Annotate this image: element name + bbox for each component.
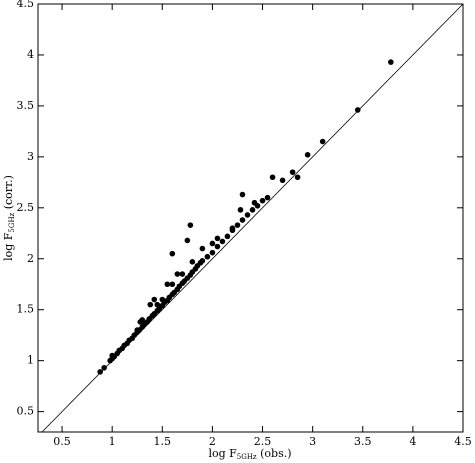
y-tick-label: 1.5	[17, 303, 35, 316]
point	[239, 191, 246, 198]
point	[249, 207, 256, 213]
x-tick-label: 1	[109, 435, 116, 448]
point	[164, 281, 171, 288]
point	[289, 169, 296, 175]
x-label-suffix: (obs.)	[257, 447, 292, 460]
point	[169, 250, 176, 257]
y-tick-label: 3.5	[17, 99, 35, 112]
point	[179, 271, 186, 277]
x-label-main: log F	[208, 447, 237, 460]
point	[319, 138, 326, 145]
x-tick-label: 0.5	[53, 435, 71, 448]
x-tick-label: 4	[409, 435, 416, 448]
point	[97, 369, 103, 375]
point	[174, 271, 181, 277]
point	[187, 222, 194, 228]
y-tick-label: 2.5	[17, 201, 35, 214]
point	[134, 327, 141, 333]
y-tick-label: 1	[27, 354, 34, 367]
y-tick-label: 0.5	[17, 405, 35, 418]
point	[154, 301, 161, 308]
point	[219, 238, 226, 245]
point	[209, 240, 216, 247]
point	[264, 194, 271, 201]
y-label-sub: 5GHz	[8, 212, 16, 232]
point	[189, 259, 196, 265]
y-tick-label: 4.5	[17, 0, 35, 10]
point	[294, 174, 301, 181]
point	[169, 281, 176, 288]
point	[139, 317, 146, 323]
point	[234, 222, 241, 228]
x-tick-label: 4.5	[454, 435, 472, 448]
x-tick-label: 3	[309, 435, 316, 448]
x-tick-label: 3.5	[354, 435, 372, 448]
point	[239, 217, 246, 223]
x-tick-label: 2	[209, 435, 216, 448]
x-label-sub: 5GHz	[237, 453, 257, 461]
y-tick-label: 3	[27, 150, 34, 163]
point	[147, 301, 154, 308]
point	[244, 212, 251, 218]
x-tick-label: 2.5	[254, 435, 272, 448]
point	[229, 225, 236, 231]
point	[259, 197, 266, 204]
point	[214, 243, 221, 250]
point	[251, 199, 258, 206]
point	[224, 233, 231, 240]
point	[199, 258, 206, 264]
y-axis-label: log F5GHz (corr.)	[2, 175, 16, 261]
y-tick-label: 4	[27, 48, 34, 61]
point	[279, 177, 286, 184]
y-label-main: log F	[2, 232, 15, 261]
x-tick-label: 1.5	[154, 435, 172, 448]
point	[388, 59, 394, 65]
point	[214, 235, 221, 242]
point	[184, 237, 191, 244]
point	[237, 207, 244, 213]
point	[159, 296, 166, 303]
x-axis-label: log F5GHz (obs.)	[208, 447, 291, 461]
point	[304, 152, 311, 158]
point	[151, 296, 158, 303]
point	[354, 107, 361, 113]
point	[199, 245, 206, 252]
plot-frame	[37, 3, 464, 433]
y-tick-label: 2	[27, 252, 34, 265]
point	[101, 365, 107, 371]
point	[204, 253, 211, 260]
y-label-suffix: (corr.)	[2, 175, 15, 213]
point	[209, 249, 216, 256]
point	[269, 174, 276, 181]
